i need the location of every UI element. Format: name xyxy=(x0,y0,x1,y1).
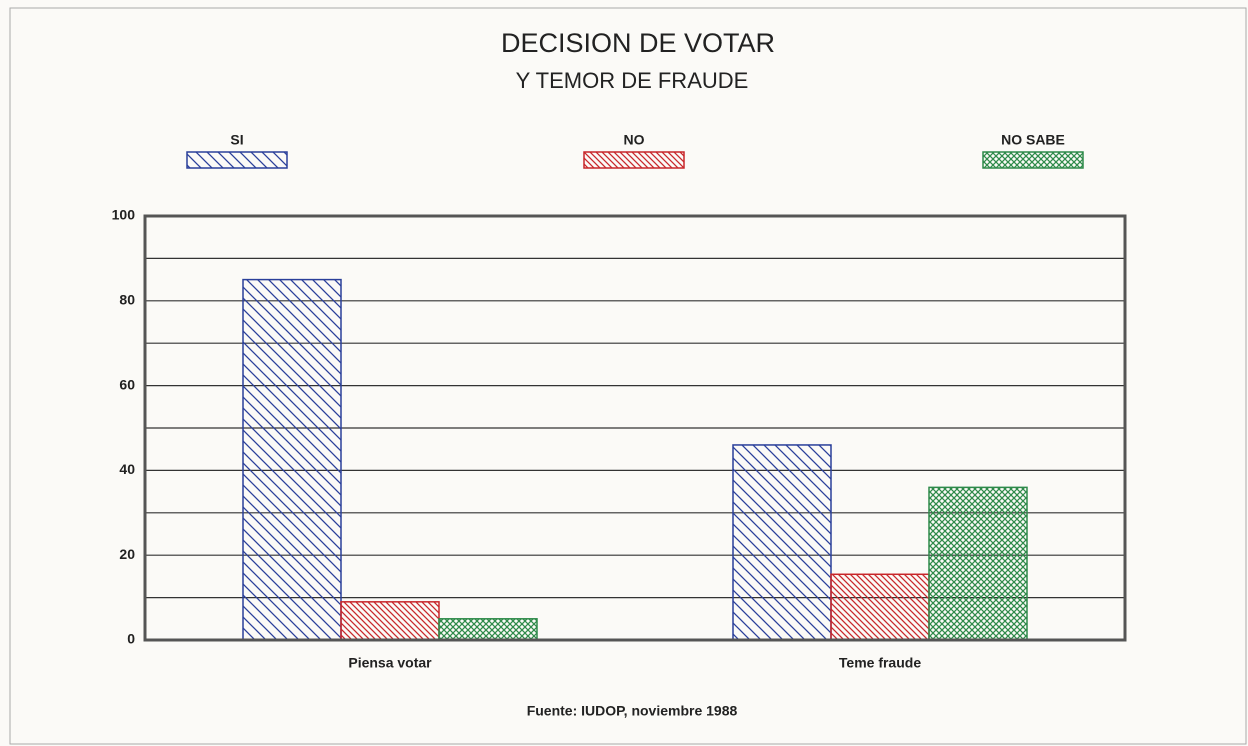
y-tick-label: 40 xyxy=(119,461,135,477)
x-tick-label: Piensa votar xyxy=(348,655,432,671)
chart-title: DECISION DE VOTAR xyxy=(501,28,775,58)
y-tick-label: 60 xyxy=(119,376,135,392)
page-frame xyxy=(9,7,1247,745)
x-tick-label: Teme fraude xyxy=(839,655,921,671)
bar xyxy=(830,573,930,641)
legend-swatch xyxy=(982,151,1084,169)
legend-label: SI xyxy=(230,132,243,148)
y-tick-label: 80 xyxy=(119,292,135,308)
bar xyxy=(732,444,832,641)
source: Fuente: IUDOP, noviembre 1988 xyxy=(527,703,738,719)
y-tick-label: 0 xyxy=(127,631,135,647)
bar xyxy=(438,618,538,641)
legend-swatch xyxy=(583,151,685,169)
legend-label: NO SABE xyxy=(1001,132,1065,148)
y-tick-label: 100 xyxy=(112,207,136,223)
bar xyxy=(340,601,440,641)
bar xyxy=(242,278,342,641)
y-tick-label: 20 xyxy=(119,546,135,562)
bar xyxy=(928,486,1028,641)
chart-subtitle: Y TEMOR DE FRAUDE xyxy=(516,68,749,93)
legend-label: NO xyxy=(624,132,645,148)
plot-frame xyxy=(143,214,1127,642)
legend-swatch xyxy=(186,151,288,169)
